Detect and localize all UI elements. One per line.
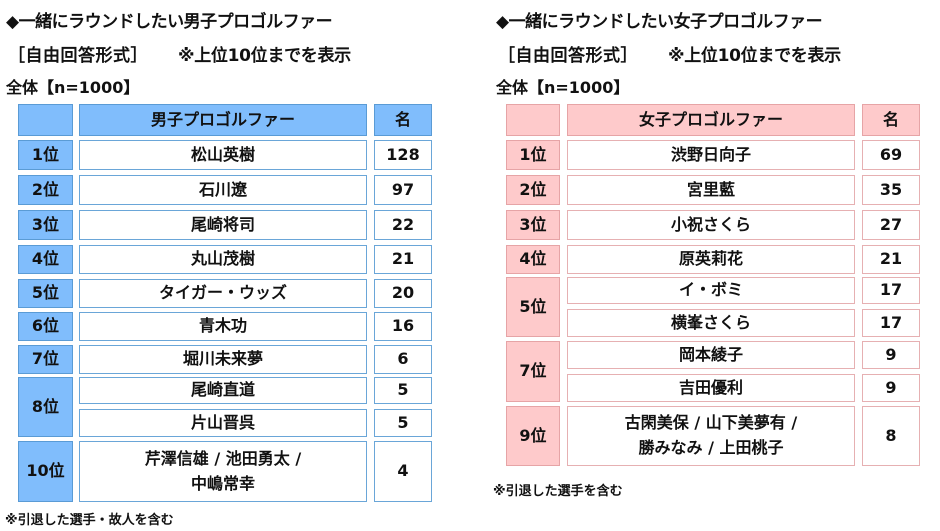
male-footnote: ※引退した選手・故人を含む xyxy=(5,513,174,528)
male-name-cell: 堀川未来夢 xyxy=(79,345,367,374)
female-name-cell: 小祝さくら xyxy=(567,210,855,240)
male-table-title: ◆一緒にラウンドしたい男子プロゴルファー xyxy=(6,12,333,32)
female-name-line-2: 勝みなみ / 上田桃子 xyxy=(638,438,784,457)
male-count-cell: 20 xyxy=(374,279,432,308)
female-count-cell: 17 xyxy=(862,309,920,337)
male-count-cell: 22 xyxy=(374,210,432,240)
female-name-cell: 吉田優利 xyxy=(567,374,855,402)
male-format-label: ［自由回答形式］ xyxy=(8,46,148,66)
female-name-cell-multi: 古閑美保 / 山下美夢有 / 勝みなみ / 上田桃子 xyxy=(567,406,855,466)
female-count-cell: 21 xyxy=(862,245,920,274)
male-rank-cell: 3位 xyxy=(18,210,73,240)
female-count-cell: 69 xyxy=(862,140,920,170)
male-count-cell: 5 xyxy=(374,377,432,404)
male-rank-cell: 5位 xyxy=(18,279,73,308)
male-rank-cell: 1位 xyxy=(18,140,73,170)
female-display-note: ※上位10位までを表示 xyxy=(668,46,841,66)
male-count-cell: 128 xyxy=(374,140,432,170)
male-rank-cell: 10位 xyxy=(18,441,73,502)
female-name-cell: イ・ボミ xyxy=(567,277,855,304)
female-format-label: ［自由回答形式］ xyxy=(498,46,638,66)
male-sample-size: 全体【n=1000】 xyxy=(6,78,140,97)
male-header-rank xyxy=(18,104,73,136)
male-header-name: 男子プロゴルファー xyxy=(79,104,367,136)
female-name-line-1: 古閑美保 / 山下美夢有 / xyxy=(624,413,798,433)
male-rank-cell: 4位 xyxy=(18,245,73,274)
female-count-cell: 27 xyxy=(862,210,920,240)
male-rank-cell: 7位 xyxy=(18,345,73,374)
male-count-cell: 16 xyxy=(374,312,432,341)
female-rank-cell-merged: 5位 xyxy=(506,277,560,337)
female-count-cell: 8 xyxy=(862,406,920,466)
female-rank-cell: 2位 xyxy=(506,175,560,205)
male-name-cell: 尾崎将司 xyxy=(79,210,367,240)
male-header-count: 名 xyxy=(374,104,432,136)
male-rank-cell: 2位 xyxy=(18,175,73,205)
female-rank-cell: 9位 xyxy=(506,406,560,466)
female-rank-cell: 3位 xyxy=(506,210,560,240)
female-count-cell: 9 xyxy=(862,341,920,369)
male-name-line-1: 芹澤信雄 / 池田勇太 / xyxy=(144,448,302,468)
female-name-cell: 原英莉花 xyxy=(567,245,855,274)
female-footnote: ※引退した選手を含む xyxy=(493,484,623,499)
female-sample-size: 全体【n=1000】 xyxy=(496,78,630,97)
male-subtitle: ［自由回答形式］ ※上位10位までを表示 xyxy=(8,41,351,66)
male-count-cell: 4 xyxy=(374,441,432,502)
female-name-cell: 横峯さくら xyxy=(567,309,855,337)
male-name-cell: 松山英樹 xyxy=(79,140,367,170)
female-rank-cell-merged: 7位 xyxy=(506,341,560,402)
female-rank-cell: 1位 xyxy=(506,140,560,170)
female-rank-cell: 4位 xyxy=(506,245,560,274)
female-count-cell: 35 xyxy=(862,175,920,205)
female-name-cell: 宮里藍 xyxy=(567,175,855,205)
male-count-cell: 97 xyxy=(374,175,432,205)
male-count-cell: 6 xyxy=(374,345,432,374)
male-rank-cell: 6位 xyxy=(18,312,73,341)
female-count-cell: 17 xyxy=(862,277,920,304)
female-table-title: ◆一緒にラウンドしたい女子プロゴルファー xyxy=(496,12,823,32)
female-header-name: 女子プロゴルファー xyxy=(567,104,855,136)
female-count-cell: 9 xyxy=(862,374,920,402)
male-name-cell-multi: 芹澤信雄 / 池田勇太 / 中嶋常幸 xyxy=(79,441,367,502)
male-name-cell: 丸山茂樹 xyxy=(79,245,367,274)
male-count-cell: 21 xyxy=(374,245,432,274)
female-subtitle: ［自由回答形式］ ※上位10位までを表示 xyxy=(498,41,841,66)
male-rank-cell-merged: 8位 xyxy=(18,377,73,437)
female-name-cell: 岡本綾子 xyxy=(567,341,855,369)
male-count-cell: 5 xyxy=(374,409,432,437)
male-name-cell: 石川遼 xyxy=(79,175,367,205)
male-name-cell: 尾崎直道 xyxy=(79,377,367,404)
male-display-note: ※上位10位までを表示 xyxy=(178,46,351,66)
female-name-cell: 渋野日向子 xyxy=(567,140,855,170)
male-name-line-2: 中嶋常幸 xyxy=(190,473,255,493)
female-header-rank xyxy=(506,104,560,136)
female-header-count: 名 xyxy=(862,104,920,136)
male-name-cell: タイガー・ウッズ xyxy=(79,279,367,308)
male-name-cell: 青木功 xyxy=(79,312,367,341)
male-name-cell: 片山晋呉 xyxy=(79,409,367,437)
